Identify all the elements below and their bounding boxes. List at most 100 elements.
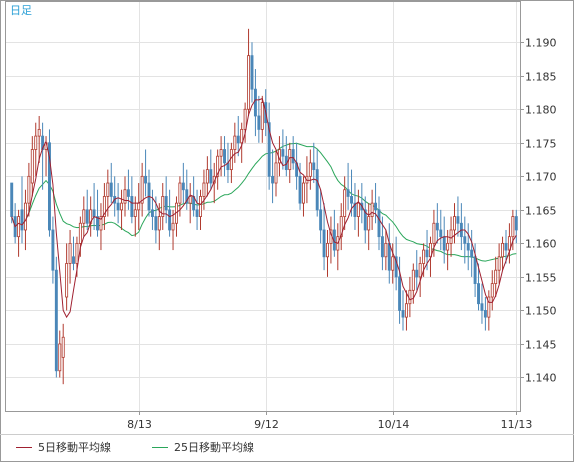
candle-down	[250, 55, 254, 90]
candle-up	[367, 216, 371, 231]
x-tick-label: 10/14	[378, 418, 410, 431]
candle-up	[205, 169, 209, 184]
candle-down	[271, 175, 275, 184]
candle-up	[370, 202, 374, 217]
candle-up	[446, 242, 450, 251]
candle-up	[501, 242, 505, 258]
candle-down	[435, 222, 439, 231]
candle-down	[168, 209, 172, 231]
legend-label: 25日移動平均線	[174, 440, 254, 454]
candle-down	[164, 196, 168, 211]
candle-up	[120, 202, 124, 211]
candle-down	[442, 236, 446, 251]
candle-up	[418, 263, 422, 278]
y-tick-label: 1.175	[525, 138, 557, 151]
candle-up	[157, 216, 161, 231]
period-label: 日足	[10, 4, 32, 17]
candle-down	[401, 310, 405, 318]
candle-up	[140, 175, 144, 204]
y-tick-label: 1.160	[525, 238, 557, 251]
candle-up	[487, 296, 491, 318]
candle-down	[92, 209, 96, 217]
candle-up	[391, 256, 395, 271]
candle-up	[82, 209, 86, 224]
candle-up	[27, 175, 31, 204]
candle-up	[308, 162, 312, 177]
y-tick-label: 1.140	[525, 372, 557, 385]
candle-down	[116, 202, 120, 211]
candle-down	[415, 269, 419, 278]
candle-down	[380, 236, 384, 258]
ma5-line	[11, 97, 517, 319]
candle-down	[377, 209, 381, 238]
candle-down	[195, 209, 199, 217]
legend: 5日移動平均線 25日移動平均線	[16, 440, 254, 454]
ma25-line	[11, 142, 517, 262]
candle-down	[236, 135, 240, 144]
candle-down	[387, 242, 391, 271]
candle-down	[267, 122, 271, 177]
candle-up	[339, 216, 343, 238]
candle-up	[411, 269, 415, 291]
candle-up	[356, 202, 360, 217]
candle-up	[17, 216, 21, 238]
candle-up	[23, 202, 27, 231]
x-tick-label: 8/13	[127, 418, 152, 431]
candle-up	[449, 229, 453, 244]
candle-down	[85, 209, 89, 224]
candle-down	[315, 169, 319, 211]
legend-label: 5日移動平均線	[38, 440, 111, 454]
candle-up	[34, 135, 38, 150]
candle-down	[319, 209, 323, 231]
candle-up	[137, 202, 141, 211]
ma5-layer	[11, 97, 517, 319]
candle-down	[253, 88, 257, 117]
candle-down	[456, 216, 460, 224]
candle-up	[404, 303, 408, 318]
candle-up	[260, 102, 264, 130]
candle-down	[504, 242, 508, 251]
candle-up	[78, 222, 82, 244]
candle-up	[37, 128, 41, 137]
candle-down	[477, 283, 480, 305]
candle-down	[48, 142, 51, 231]
candle-down	[350, 196, 353, 204]
candle-up	[302, 182, 305, 204]
candle-up	[219, 149, 223, 157]
candle-down	[185, 189, 189, 204]
candle-up	[199, 196, 202, 217]
candle-up	[432, 222, 436, 244]
y-tick-label: 1.180	[525, 104, 557, 117]
candle-up	[133, 209, 137, 217]
candle-down	[346, 189, 350, 197]
candle-up	[497, 256, 501, 271]
candle-down	[353, 202, 357, 217]
candle-down	[96, 216, 99, 231]
candle-up	[274, 162, 278, 184]
candle-up	[61, 336, 65, 358]
x-axis: 8/13 9/12 10/14 11/13	[127, 411, 532, 431]
candle-down	[480, 303, 484, 311]
candle-down	[126, 189, 130, 197]
candle-down	[51, 229, 55, 271]
candle-down	[72, 256, 75, 264]
y-tick-label: 1.170	[525, 171, 557, 184]
candle-down	[470, 249, 474, 258]
candle-down	[20, 209, 24, 231]
candle-down	[439, 229, 443, 238]
candle-up	[171, 222, 175, 231]
candle-down	[130, 196, 134, 217]
candle-down	[398, 276, 402, 311]
candle-up	[233, 135, 237, 150]
candle-up	[178, 182, 182, 204]
candle-up	[240, 128, 244, 144]
candle-up	[243, 108, 247, 130]
y-axis: 1.190 1.185 1.180 1.175 1.170 1.165 1.160 1.155…	[520, 37, 557, 385]
candle-down	[463, 236, 467, 244]
candle-down	[322, 229, 326, 258]
candle-down	[425, 249, 429, 258]
candle-down	[150, 209, 154, 217]
candle-down	[291, 149, 295, 164]
candle-up	[511, 216, 515, 238]
